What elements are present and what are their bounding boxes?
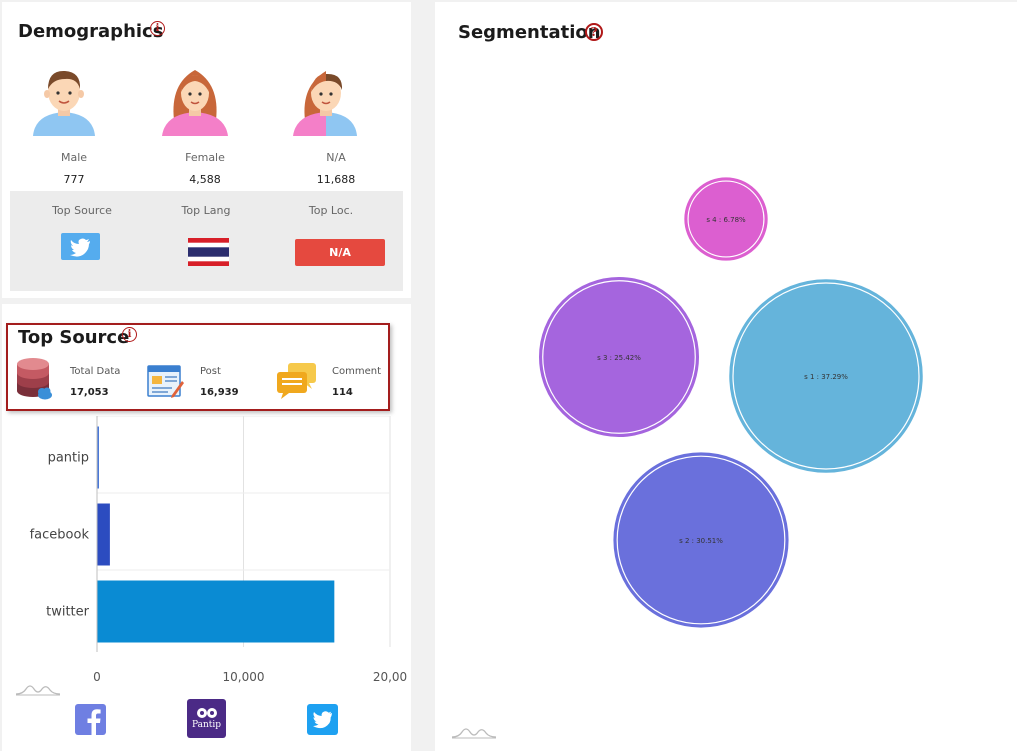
- male-count: 777: [63, 173, 85, 186]
- total-data-label: Total Data: [70, 366, 121, 377]
- unknown-gender-avatar-icon: [293, 71, 357, 136]
- source-bar-chart: pantip facebook twitter 0 10,000 20,00: [30, 416, 407, 684]
- x-tick-label: 20,00: [373, 670, 407, 684]
- thailand-flag-icon: [188, 238, 229, 266]
- chart-logo-icon: [15, 685, 61, 696]
- bubble-4: [616, 455, 786, 625]
- x-tick-label: 10,000: [223, 670, 265, 684]
- bubble-label: s 2 : 30.51%: [679, 537, 723, 545]
- top-location-badge: N/A: [295, 239, 385, 266]
- info-icon[interactable]: i: [150, 21, 165, 36]
- female-count: 4,588: [189, 173, 221, 186]
- male-avatar-icon: [33, 70, 95, 136]
- top-source-label: Top Source: [52, 204, 112, 217]
- comment-label: Comment: [332, 366, 381, 377]
- demographics-title: Demographics: [18, 21, 164, 42]
- na-count: 11,688: [316, 173, 356, 186]
- category-label-facebook: facebook: [30, 528, 90, 543]
- bubble-label: s 4 : 6.78%: [706, 216, 746, 224]
- twitter-icon: [61, 233, 100, 260]
- comment-icon: [277, 363, 316, 399]
- bubble-label: s 1 : 37.29%: [804, 373, 848, 381]
- pantip-icon[interactable]: Pantip: [187, 699, 226, 738]
- pantip-logo-text: Pantip: [191, 720, 222, 730]
- segmentation-bubble-chart: s 4 : 6.78% s 3 : 25.42% s 1 : 37.29% s 2 :…: [538, 177, 923, 628]
- na-label: N/A: [326, 151, 346, 164]
- twitter-source-icon[interactable]: [307, 704, 338, 735]
- demographics-panel: Demographics i Male 777 Fema: [2, 2, 411, 298]
- bar-facebook: [97, 503, 110, 566]
- top-loc-label: Top Loc.: [308, 204, 354, 217]
- bar-twitter: [97, 580, 335, 643]
- female-label: Female: [185, 151, 225, 164]
- bubble-3: [732, 282, 920, 470]
- bubble-2: [542, 280, 696, 434]
- x-tick-label: 0: [93, 670, 101, 684]
- bubble-label: s 3 : 25.42%: [597, 354, 641, 362]
- category-label-pantip: pantip: [48, 451, 89, 466]
- top-source-panel: pantip facebook twitter 0 10,000 20,00 Pantip…: [2, 304, 411, 751]
- total-data-value: 17,053: [70, 387, 109, 398]
- top-source-summary: Top Source i Total Data 17,053 Post 16,: [6, 323, 390, 411]
- comment-value: 114: [332, 387, 353, 398]
- top-lang-label: Top Lang: [181, 204, 231, 217]
- post-label: Post: [200, 366, 221, 377]
- male-label: Male: [60, 151, 88, 164]
- database-icon: [17, 358, 52, 400]
- bubble-1: [687, 180, 765, 258]
- female-avatar-icon: [162, 70, 228, 136]
- info-icon[interactable]: i: [122, 327, 137, 342]
- help-icon[interactable]: ?: [585, 23, 603, 41]
- segmentation-title: Segmentation: [458, 22, 601, 43]
- chart-logo-icon: [451, 728, 497, 739]
- top-source-title: Top Source: [18, 327, 130, 348]
- top-stats-box: Top Source Top Lang Top Loc. N/A: [10, 191, 403, 291]
- bar-pantip: [97, 426, 99, 489]
- post-icon: [147, 365, 184, 398]
- category-label-twitter: twitter: [46, 605, 90, 620]
- segmentation-panel: s 4 : 6.78% s 3 : 25.42% s 1 : 37.29% s 2 :…: [435, 2, 1017, 751]
- facebook-icon[interactable]: [75, 704, 106, 735]
- pantip-mascot-icon: [196, 708, 217, 718]
- post-value: 16,939: [200, 387, 239, 398]
